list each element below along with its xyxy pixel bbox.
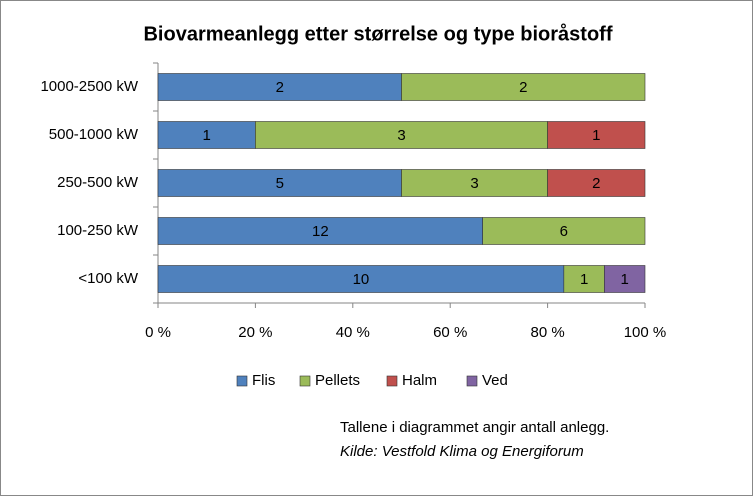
bar-segment [157,217,483,245]
bar-segment [401,73,646,101]
bar-segment [547,169,646,197]
bar-segment [563,265,605,293]
x-tick-label: 80 % [530,324,564,341]
bar-segment [547,121,646,149]
data-label: 1 [592,127,600,144]
bar-segment [157,73,402,101]
data-label: 6 [560,223,568,240]
legend-label: Halm [402,372,437,389]
data-label: 3 [470,175,478,192]
legend-label: Ved [482,372,508,389]
bar-segment [604,265,646,293]
data-label: 1 [621,271,629,288]
legend-swatch [386,375,398,387]
legend-swatch [299,375,311,387]
bar-segment [157,121,256,149]
data-label: 3 [397,127,405,144]
chart-title: Biovarmeanlegg etter størrelse og type b… [143,22,612,45]
bar-segment [482,217,646,245]
data-label: 12 [312,223,329,240]
annotation: Tallene i diagrammet angir antall anlegg… [340,419,609,436]
bar-segment [157,169,402,197]
data-label: 10 [353,271,370,288]
data-label: 1 [203,127,211,144]
y-tick-label: 100-250 kW [57,222,139,239]
x-tick-label: 40 % [336,324,370,341]
y-tick-label: 500-1000 kW [49,126,139,143]
x-tick-label: 60 % [433,324,467,341]
data-label: 2 [519,79,527,96]
data-label: 2 [276,79,284,96]
x-tick-label: 100 % [624,324,667,341]
y-tick-label: <100 kW [78,270,138,287]
annotation: Kilde: Vestfold Klima og Energiforum [340,443,584,460]
bar-segment [255,121,548,149]
legend-swatch [466,375,478,387]
legend-label: Flis [252,372,275,389]
data-label: 2 [592,175,600,192]
legend-swatch [236,375,248,387]
data-label: 1 [580,271,588,288]
data-label: 5 [276,175,284,192]
y-tick-label: 250-500 kW [57,174,139,191]
x-tick-label: 0 % [145,324,171,341]
y-tick-label: 1000-2500 kW [40,78,138,95]
x-tick-label: 20 % [238,324,272,341]
legend-label: Pellets [315,372,360,389]
